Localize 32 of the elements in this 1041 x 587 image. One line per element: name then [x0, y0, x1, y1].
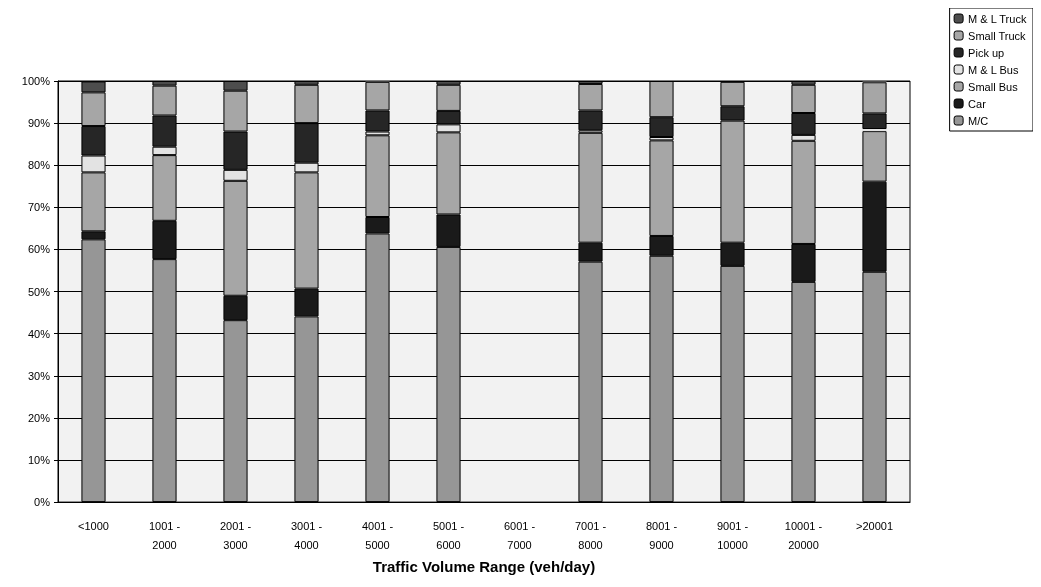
legend-label: Pick up: [968, 46, 1005, 59]
y-tick-label: 20%: [27, 411, 51, 424]
x-tick-label: <1000: [78, 519, 109, 532]
y-tick-label: 90%: [27, 117, 51, 130]
legend-label: Small Truck: [968, 29, 1027, 42]
x-tick-label: 4001 - 5000: [361, 519, 394, 551]
x-tick-label: 9001 - 10000: [716, 519, 749, 551]
bar: [862, 129, 887, 132]
x-tick-label: 6001 - 7000: [503, 519, 536, 551]
y-tick-label: 40%: [27, 327, 51, 340]
y-tick-label: 30%: [27, 369, 51, 382]
y-tick-label: 50%: [27, 285, 51, 298]
x-tick-label: 2001 - 3000: [219, 519, 252, 551]
legend-label: M/C: [968, 114, 989, 127]
y-tick-label: 70%: [27, 201, 51, 214]
x-tick-label: 10001 - 20000: [784, 519, 823, 551]
legend-label: Car: [968, 97, 987, 110]
legend-label: M & L Bus: [968, 63, 1019, 76]
x-tick-label: 7001 - 8000: [574, 519, 607, 551]
y-tick-label: 0%: [34, 496, 51, 509]
x-axis-title: Traffic Volume Range (veh/day): [372, 558, 596, 575]
x-tick-label: 3001 - 4000: [290, 519, 323, 551]
legend-label: Small Bus: [968, 80, 1019, 93]
y-tick-label: 60%: [27, 243, 51, 256]
x-tick-label: >20001: [855, 519, 894, 532]
y-tick-label: 10%: [27, 453, 51, 466]
y-tick-label: 80%: [27, 159, 51, 172]
x-tick-label: 8001 - 9000: [645, 519, 678, 551]
x-tick-label: 5001 - 6000: [432, 519, 465, 551]
x-tick-label: 1001 - 2000: [148, 519, 181, 551]
y-tick-label: 100%: [21, 75, 51, 87]
legend-label: M & L Truck: [968, 12, 1027, 25]
